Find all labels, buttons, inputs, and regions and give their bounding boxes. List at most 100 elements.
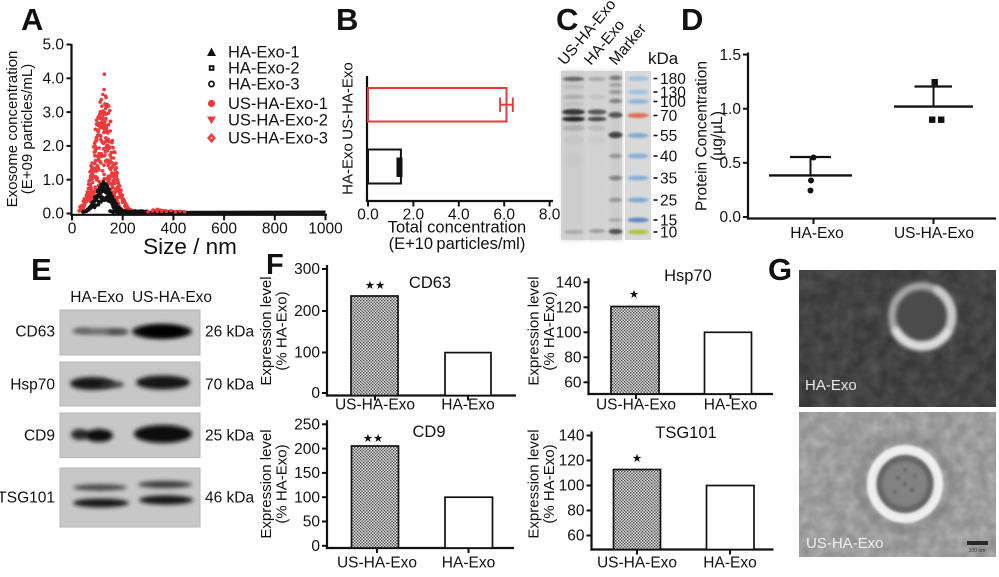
svg-text:200: 200	[294, 303, 320, 320]
svg-text:US-HA-Exo: US-HA-Exo	[335, 397, 415, 414]
svg-text:0.5: 0.5	[719, 155, 741, 172]
svg-text:CD63: CD63	[15, 324, 55, 341]
svg-text:1.0: 1.0	[42, 172, 64, 189]
svg-text:Protein Concentration: Protein Concentration	[694, 61, 711, 211]
svg-text:(% HA-Exo): (% HA-Exo)	[541, 444, 558, 523]
svg-text:35: 35	[660, 171, 677, 188]
svg-text:400: 400	[160, 221, 186, 238]
svg-text:3.0: 3.0	[42, 104, 64, 121]
svg-text:25 kDa: 25 kDa	[205, 428, 254, 445]
svg-text:HA-Exo-3: HA-Exo-3	[228, 76, 300, 94]
svg-text:(E+09 particles/mL): (E+09 particles/mL)	[19, 64, 36, 194]
svg-text:US-HA-Exo: US-HA-Exo	[132, 289, 212, 306]
svg-text:★: ★	[629, 289, 639, 301]
svg-text:HA-Exo: HA-Exo	[441, 397, 494, 414]
svg-text:Expression level: Expression level	[526, 276, 543, 385]
svg-text:(µg/µL): (µg/µL)	[709, 111, 726, 161]
svg-text:★★: ★★	[365, 280, 386, 292]
svg-text:100: 100	[294, 345, 320, 362]
svg-text:CD9: CD9	[24, 428, 55, 445]
svg-text:HA-Exo-2: HA-Exo-2	[228, 60, 300, 78]
svg-text:F: F	[266, 249, 284, 281]
svg-text:Hsp70: Hsp70	[10, 377, 55, 394]
svg-text:80: 80	[567, 503, 585, 520]
svg-text:0.0: 0.0	[357, 207, 379, 224]
svg-text:10: 10	[660, 225, 678, 242]
svg-text:0: 0	[68, 221, 77, 238]
svg-text:US-HA-Exo-2: US-HA-Exo-2	[228, 112, 328, 130]
svg-text:80: 80	[564, 350, 582, 367]
svg-text:US-HA-Exo: US-HA-Exo	[337, 555, 417, 572]
svg-text:TSG101: TSG101	[655, 424, 716, 442]
svg-text:300: 300	[294, 261, 320, 278]
svg-text:CD63: CD63	[409, 274, 451, 292]
svg-text:180: 180	[660, 71, 686, 88]
svg-text:★★: ★★	[363, 433, 384, 445]
svg-text:60: 60	[564, 375, 582, 392]
svg-text:1.5: 1.5	[719, 47, 741, 64]
svg-text:0: 0	[311, 538, 320, 555]
svg-text:B: B	[336, 2, 358, 37]
svg-text:E: E	[31, 252, 52, 287]
svg-text:US-HA-Exo-1: US-HA-Exo-1	[228, 95, 328, 113]
svg-text:2.0: 2.0	[42, 138, 64, 155]
svg-text:TSG101: TSG101	[0, 490, 55, 507]
svg-text:4.0: 4.0	[42, 71, 64, 88]
svg-text:HA-Exo-1: HA-Exo-1	[228, 44, 300, 62]
svg-text:(% HA-Exo): (% HA-Exo)	[541, 291, 558, 370]
svg-text:(% HA-Exo): (% HA-Exo)	[274, 444, 291, 523]
svg-text:55: 55	[660, 128, 677, 145]
svg-text:100: 100	[559, 478, 585, 495]
svg-text:150: 150	[294, 465, 320, 482]
svg-text:Expression level: Expression level	[258, 429, 275, 538]
svg-text:100 nm: 100 nm	[969, 548, 986, 554]
svg-text:kDa: kDa	[648, 49, 679, 68]
svg-text:200: 200	[110, 221, 136, 238]
svg-text:HA-Exo: HA-Exo	[442, 555, 495, 572]
svg-text:100: 100	[556, 325, 582, 342]
svg-text:6.0: 6.0	[493, 207, 515, 224]
svg-text:HA-Exo: HA-Exo	[790, 225, 843, 242]
svg-text:15: 15	[660, 213, 677, 230]
svg-text:HA-Exo: HA-Exo	[703, 555, 756, 572]
svg-text:0: 0	[311, 385, 320, 402]
svg-text:US-HA-Exo: US-HA-Exo	[894, 225, 974, 242]
svg-text:G: G	[768, 252, 792, 287]
svg-text:Expression level: Expression level	[526, 429, 543, 538]
svg-text:46 kDa: 46 kDa	[205, 490, 254, 507]
svg-text:0.0: 0.0	[719, 209, 741, 226]
svg-text:70 kDa: 70 kDa	[205, 377, 254, 394]
svg-text:CD9: CD9	[412, 423, 445, 441]
svg-text:A: A	[21, 2, 43, 37]
svg-text:HA-Exo: HA-Exo	[70, 289, 123, 306]
svg-text:1000: 1000	[308, 221, 343, 238]
svg-text:8.0: 8.0	[539, 207, 561, 224]
svg-text:(E+10 particles/ml): (E+10 particles/ml)	[389, 235, 526, 253]
svg-text:US-HA-Exo: US-HA-Exo	[597, 555, 677, 572]
svg-text:C: C	[556, 2, 578, 37]
svg-text:US-HA-Exo-3: US-HA-Exo-3	[228, 130, 328, 148]
svg-text:140: 140	[556, 275, 582, 292]
svg-text:US-HA-Exo: US-HA-Exo	[340, 62, 357, 140]
svg-text:250: 250	[294, 417, 320, 434]
svg-text:0.0: 0.0	[42, 206, 64, 223]
svg-text:5.0: 5.0	[42, 37, 64, 54]
svg-text:120: 120	[559, 453, 585, 470]
svg-text:HA-Exo: HA-Exo	[805, 377, 857, 394]
svg-text:140: 140	[559, 428, 585, 445]
svg-text:(% HA-Exo): (% HA-Exo)	[274, 291, 291, 370]
svg-text:★: ★	[632, 453, 642, 465]
svg-text:US-HA-Exo: US-HA-Exo	[596, 397, 676, 414]
svg-text:4.0: 4.0	[448, 207, 470, 224]
svg-text:100: 100	[294, 489, 320, 506]
svg-text:Expression level: Expression level	[258, 276, 275, 385]
svg-text:100: 100	[660, 94, 686, 111]
svg-text:200: 200	[294, 441, 320, 458]
svg-text:25: 25	[660, 193, 677, 210]
svg-text:70: 70	[660, 108, 678, 125]
svg-text:600: 600	[211, 221, 237, 238]
svg-text:US-HA-Exo: US-HA-Exo	[806, 535, 884, 552]
svg-text:40: 40	[660, 149, 678, 166]
svg-text:Total concentration: Total concentration	[388, 219, 527, 237]
svg-text:130: 130	[660, 85, 686, 102]
